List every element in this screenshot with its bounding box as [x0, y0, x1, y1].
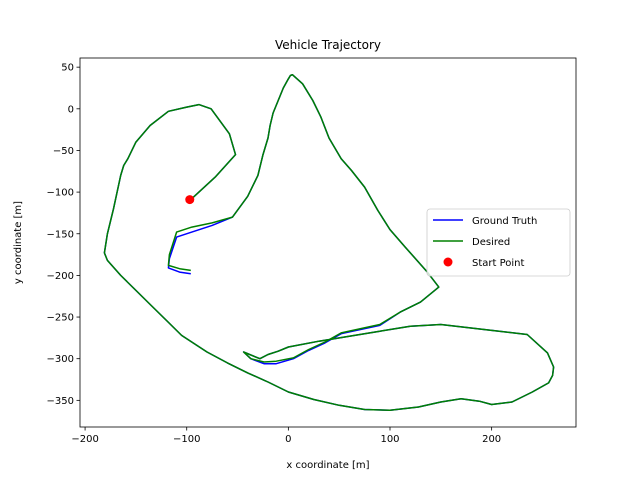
y-tick-label: −350: [47, 396, 74, 407]
y-tick-label: 0: [68, 104, 74, 115]
x-tick-label: −200: [71, 434, 98, 445]
y-axis: 50 0 −50 −100 −150 −200 −250 −300 −350: [47, 63, 80, 407]
legend: Ground Truth Desired Start Point: [426, 208, 571, 277]
series-line-desired: [103, 73, 555, 412]
x-tick-label: 100: [380, 434, 399, 445]
x-tick-label: 200: [482, 434, 501, 445]
y-tick-label: −300: [47, 354, 74, 365]
y-tick-label: −200: [47, 271, 74, 282]
marker-layer: [185, 195, 195, 205]
x-tick-label: 0: [285, 434, 291, 445]
y-tick-label: −150: [47, 229, 74, 240]
y-tick-label: −100: [47, 188, 74, 199]
marker-start-point: [185, 195, 195, 205]
legend-swatch-start-point: [443, 257, 453, 267]
y-tick-label: −250: [47, 313, 74, 324]
x-tick-label: −100: [173, 434, 200, 445]
legend-label-start-point: Start Point: [472, 258, 525, 269]
y-tick-label: −50: [53, 146, 74, 157]
y-tick-label: 50: [61, 63, 74, 74]
chart-title: Vehicle Trajectory: [275, 38, 381, 52]
axes-frame: [79, 57, 577, 428]
x-axis-label: x coordinate [m]: [286, 460, 369, 471]
plot-area: [79, 57, 577, 428]
y-axis-label: y coordinate [m]: [13, 201, 24, 284]
legend-label-ground-truth: Ground Truth: [472, 216, 537, 227]
series-layer: [103, 73, 555, 412]
legend-box: [426, 208, 571, 277]
legend-label-desired: Desired: [472, 237, 510, 248]
x-axis: −200 −100 0 100 200: [71, 427, 501, 445]
